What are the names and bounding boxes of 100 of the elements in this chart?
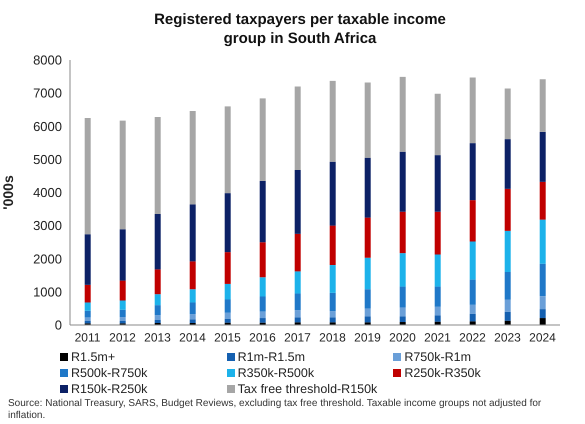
bar xyxy=(364,82,371,158)
bar xyxy=(260,180,266,242)
bar xyxy=(470,280,476,305)
bar xyxy=(504,299,511,312)
bar xyxy=(84,118,91,234)
bar xyxy=(434,254,441,287)
bar xyxy=(504,188,511,231)
bar xyxy=(190,319,196,324)
bar xyxy=(190,302,196,314)
x-tick-label: 2015 xyxy=(214,330,242,345)
bar xyxy=(540,182,546,220)
legend-label: R350k-R500k xyxy=(238,366,314,380)
y-tick-label: 1000 xyxy=(33,284,62,300)
bar xyxy=(260,98,266,181)
bar xyxy=(504,272,511,300)
bar xyxy=(400,286,406,308)
bar xyxy=(84,317,91,321)
bar xyxy=(330,162,336,226)
bar xyxy=(504,139,511,189)
bar xyxy=(260,296,266,312)
bar xyxy=(260,318,266,323)
bar xyxy=(364,218,371,258)
bar xyxy=(400,253,406,287)
legend-label: R150k-R250k xyxy=(71,382,148,396)
bar xyxy=(154,214,161,270)
bar xyxy=(330,80,336,162)
x-tick-label: 2012 xyxy=(109,330,136,345)
bar xyxy=(154,269,161,294)
bar xyxy=(294,170,301,234)
bar xyxy=(120,310,126,318)
bar xyxy=(364,316,371,322)
x-tick-label: 2013 xyxy=(144,330,172,345)
bar xyxy=(540,132,546,182)
bar xyxy=(540,264,546,296)
bar xyxy=(84,234,91,285)
bar xyxy=(330,292,336,312)
bar xyxy=(294,86,301,170)
bar xyxy=(470,143,476,200)
bar xyxy=(330,226,336,266)
bar xyxy=(224,106,231,194)
bar xyxy=(260,311,266,318)
bar xyxy=(434,286,441,307)
y-tick-label: 4000 xyxy=(33,185,62,200)
legend-label: R1.5m+ xyxy=(71,350,116,364)
y-tick-label: 8000 xyxy=(33,52,62,68)
bar xyxy=(294,234,301,272)
y-axis-title: '000s xyxy=(0,175,16,210)
bar xyxy=(330,317,336,322)
x-tick-label: 2023 xyxy=(494,330,522,345)
bar xyxy=(294,271,301,294)
bar xyxy=(330,265,336,293)
bar xyxy=(84,310,91,318)
bar xyxy=(120,229,126,281)
bar xyxy=(434,315,441,322)
bar xyxy=(224,284,231,300)
bar xyxy=(400,212,406,254)
bar xyxy=(470,242,476,280)
bar xyxy=(190,289,196,302)
y-tick-label: 2000 xyxy=(33,251,62,266)
x-tick-label: 2020 xyxy=(389,330,416,345)
x-tick-label: 2014 xyxy=(179,330,206,345)
bar xyxy=(400,316,406,322)
bar xyxy=(470,78,476,144)
bar xyxy=(434,306,441,316)
bar xyxy=(154,116,161,214)
legend-label: Tax free threshold-R150k xyxy=(238,382,378,396)
bar xyxy=(190,314,196,320)
bar xyxy=(260,242,266,278)
bar xyxy=(504,320,511,325)
bar xyxy=(294,294,301,310)
bar xyxy=(364,308,371,316)
y-tick-label: 7000 xyxy=(33,86,62,101)
bar xyxy=(190,111,196,204)
legend-label: R250k-R350k xyxy=(404,366,481,380)
bar xyxy=(224,312,231,319)
bar xyxy=(540,309,546,318)
y-tick-label: 0 xyxy=(54,318,62,333)
bar xyxy=(120,320,126,324)
bar xyxy=(434,212,441,254)
bar xyxy=(540,220,546,264)
x-tick-label: 2018 xyxy=(319,330,346,345)
bar xyxy=(364,289,371,308)
x-tick-label: 2017 xyxy=(284,330,312,345)
bar xyxy=(120,300,126,310)
bar xyxy=(190,261,196,290)
legend-label: R750k-R1m xyxy=(404,350,472,364)
bar xyxy=(364,158,371,218)
x-tick-label: 2024 xyxy=(529,330,556,345)
bar xyxy=(504,88,511,140)
bar xyxy=(190,204,196,262)
x-tick-label: 2022 xyxy=(459,330,486,345)
bar xyxy=(120,120,126,230)
x-tick-label: 2021 xyxy=(424,330,452,345)
bar xyxy=(120,317,126,321)
bar xyxy=(540,79,546,132)
chart-title: Registered taxpayers per taxable income group in South Africa xyxy=(153,10,447,48)
bar xyxy=(154,305,161,316)
bar xyxy=(434,322,441,325)
bar xyxy=(154,320,161,324)
bar xyxy=(260,277,266,297)
